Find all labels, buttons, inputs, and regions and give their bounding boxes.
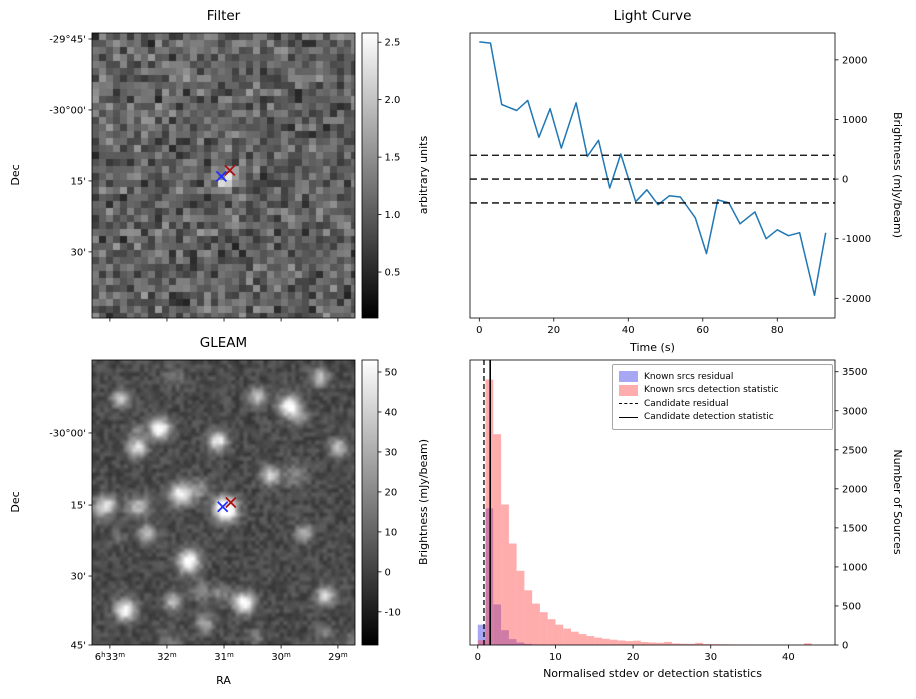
gleam-xlabel: RA — [216, 674, 231, 687]
svg-text:60: 60 — [696, 325, 709, 336]
svg-text:6h33m: 6h33m — [95, 651, 126, 663]
filter-title: Filter — [206, 8, 241, 24]
svg-text:30': 30' — [71, 572, 86, 583]
svg-text:0: 0 — [385, 567, 391, 578]
histogram-xlabel: Normalised stdev or detection statistics — [543, 667, 762, 680]
svg-text:20: 20 — [385, 487, 398, 498]
svg-text:40: 40 — [385, 407, 398, 418]
histogram-ylabel: Number of Sources — [891, 449, 904, 555]
svg-text:10: 10 — [385, 527, 398, 538]
svg-text:40: 40 — [782, 652, 795, 663]
svg-text:0.5: 0.5 — [385, 268, 401, 279]
svg-text:-30°00': -30°00' — [49, 105, 86, 116]
svg-text:-2000: -2000 — [842, 294, 871, 305]
legend-item-known-residual: Known srcs residual — [619, 371, 826, 383]
svg-text:30': 30' — [71, 247, 86, 258]
gleam-axes: -30°00' 15' 30' 45' 6h33m 32m 31m 30m 29m — [49, 359, 356, 663]
svg-text:80: 80 — [771, 325, 784, 336]
svg-text:31m: 31m — [214, 651, 234, 663]
svg-text:20: 20 — [547, 325, 560, 336]
filter-colorbar-axis: 2.5 2.0 1.5 1.0 0.5 — [361, 32, 401, 319]
svg-text:45': 45' — [71, 641, 86, 652]
svg-text:0: 0 — [842, 641, 848, 652]
svg-text:30: 30 — [704, 652, 717, 663]
svg-text:2.0: 2.0 — [385, 95, 401, 106]
svg-text:32m: 32m — [157, 651, 177, 663]
lightcurve-xlabel: Time (s) — [630, 341, 675, 354]
histogram-legend: Known srcs residual Known srcs detection… — [612, 364, 833, 430]
svg-text:15': 15' — [71, 176, 86, 187]
gleam-title: GLEAM — [199, 335, 248, 351]
svg-text:40: 40 — [622, 325, 635, 336]
gleam-colorbar — [362, 360, 378, 645]
svg-text:0: 0 — [475, 652, 481, 663]
svg-text:1000: 1000 — [842, 115, 867, 126]
lightcurve-title: Light Curve — [613, 8, 692, 24]
svg-text:-29°45': -29°45' — [49, 34, 86, 45]
lightcurve-plot: 0 20 40 60 80 2000 1000 0 -1000 -2000 — [469, 32, 871, 336]
svg-text:-1000: -1000 — [842, 234, 871, 245]
lightcurve-ylabel: Brightness (mJy/beam) — [891, 111, 904, 239]
blue-patch-swatch — [619, 371, 638, 382]
svg-text:20: 20 — [627, 652, 640, 663]
svg-text:2.5: 2.5 — [385, 38, 401, 49]
histogram-plot: 0 10 20 30 40 0 500 1000 1500 2000 2500 3000 3500 — [469, 359, 867, 663]
legend-label: Candidate detection statistic — [644, 412, 774, 422]
svg-text:1.5: 1.5 — [385, 153, 401, 164]
solid-line-swatch — [619, 416, 638, 418]
svg-text:1500: 1500 — [842, 523, 867, 534]
svg-text:3000: 3000 — [842, 406, 867, 417]
legend-label: Known srcs detection statistic — [644, 385, 779, 395]
legend-item-candidate-residual: Candidate residual — [619, 398, 826, 410]
pink-patch-swatch — [619, 384, 638, 396]
svg-text:2500: 2500 — [842, 445, 867, 456]
filter-axes: -29°45' -30°00' 15' 30' — [49, 32, 356, 322]
svg-text:2000: 2000 — [842, 55, 867, 66]
svg-text:1000: 1000 — [842, 562, 867, 573]
gleam-ylabel: Dec — [9, 491, 22, 513]
gleam-colorbar-axis: 50 40 30 20 10 0 -10 — [361, 359, 401, 646]
gleam-colorbar-label: Brightness (mJy/beam) — [417, 438, 430, 566]
svg-text:2000: 2000 — [842, 484, 867, 495]
dashed-line-swatch — [619, 403, 638, 404]
svg-text:30: 30 — [385, 447, 398, 458]
svg-text:0: 0 — [842, 175, 848, 186]
svg-text:50: 50 — [385, 367, 398, 378]
svg-text:1.0: 1.0 — [385, 210, 401, 221]
svg-text:0: 0 — [476, 325, 482, 336]
svg-text:29m: 29m — [328, 651, 348, 663]
svg-text:-30°00': -30°00' — [49, 428, 86, 439]
legend-item-known-detstat: Known srcs detection statistic — [619, 384, 826, 396]
filter-colorbar-label: arbitrary units — [417, 135, 430, 215]
svg-text:-10: -10 — [385, 607, 401, 618]
gleam-image — [92, 360, 355, 645]
svg-text:10: 10 — [549, 652, 562, 663]
legend-label: Candidate residual — [644, 398, 729, 409]
svg-text:15': 15' — [71, 501, 86, 512]
svg-text:500: 500 — [842, 601, 861, 612]
legend-label: Known srcs residual — [644, 371, 734, 382]
filter-ylabel: Dec — [9, 164, 22, 186]
filter-colorbar — [362, 33, 378, 318]
svg-text:30m: 30m — [271, 651, 291, 663]
legend-item-candidate-detstat: Candidate detection statistic — [619, 411, 826, 423]
svg-text:3500: 3500 — [842, 367, 867, 378]
